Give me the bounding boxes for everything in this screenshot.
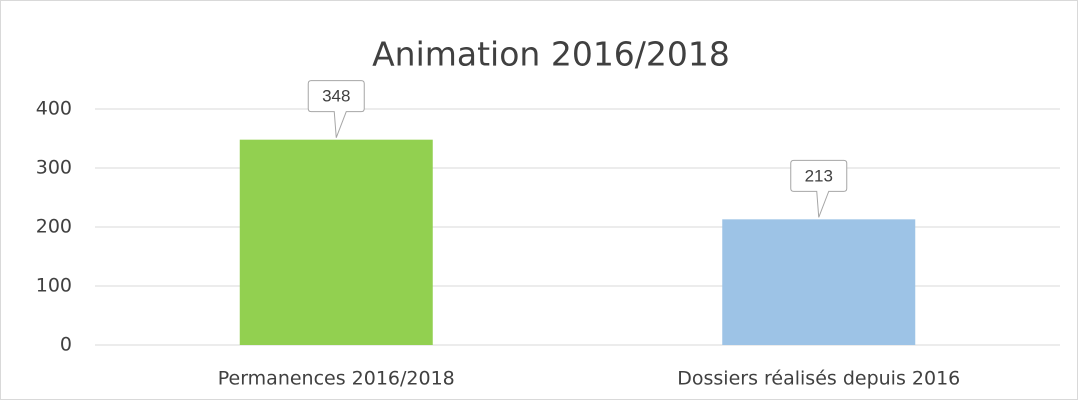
data-label: 348	[322, 87, 350, 106]
y-tick-label: 200	[36, 216, 72, 238]
bar	[239, 139, 433, 345]
callout	[790, 159, 848, 218]
chart-title: Animation 2016/2018	[372, 35, 730, 74]
y-tick-label: 100	[36, 275, 72, 297]
y-tick-label: 0	[60, 334, 72, 356]
y-tick-label: 300	[36, 157, 72, 179]
x-tick-label: Permanences 2016/2018	[218, 368, 455, 390]
data-label: 213	[805, 166, 833, 185]
x-tick-label: Dossiers réalisés depuis 2016	[677, 368, 960, 390]
bar	[722, 219, 916, 345]
callout	[307, 80, 365, 138]
y-tick-label: 400	[36, 98, 72, 120]
